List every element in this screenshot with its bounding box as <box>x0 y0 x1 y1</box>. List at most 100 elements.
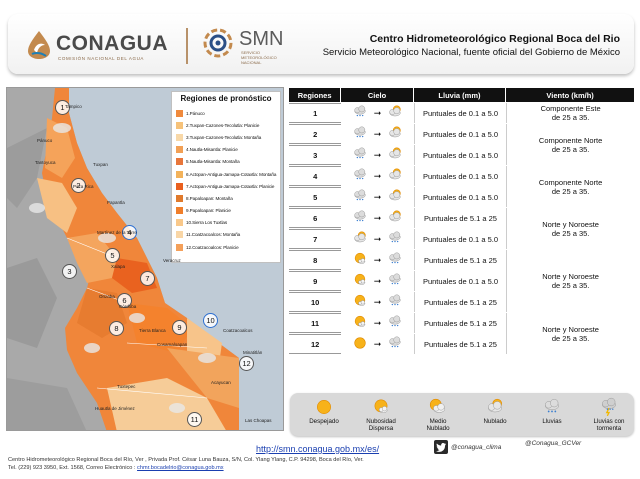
twitter-gcver[interactable]: @Conagua_GCVer <box>522 440 581 447</box>
header-sky: Cielo <box>341 88 414 102</box>
city-label: Huautla de Jiménez <box>95 406 135 411</box>
region-cell: 8 <box>289 250 342 270</box>
sky-cell: ➞ <box>341 208 413 228</box>
forecast-row: 1 ➞ Puntuales de 0.1 a 5.0 Componente Est… <box>289 103 634 123</box>
sky-legend-label-line: Lluvias con <box>593 418 625 425</box>
forecast-row: 4 ➞ Puntuales de 0.1 a 5.0 Componente Nor… <box>289 166 634 207</box>
twitter-clima[interactable]: @conagua_clima <box>434 440 501 454</box>
conagua-name: CONAGUA <box>56 32 168 55</box>
sky-cell: ➞ <box>341 271 413 291</box>
arrow-icon: ➞ <box>373 107 382 118</box>
smn-website-link[interactable]: http://smn.conagua.gob.mx/es/ <box>256 444 380 454</box>
wind-speed: de 25 a 35. <box>551 228 590 238</box>
lluvias-icon <box>349 146 371 164</box>
sky-legend-label: Lluvias con tormenta <box>581 418 637 432</box>
city-label: Minatitlán <box>243 350 263 355</box>
legend-label: 9.Papaloapan: Planicie <box>186 208 231 214</box>
sky-cell: ➞ <box>341 313 413 333</box>
sky-legend-label-line: Dispersa <box>368 425 394 432</box>
city-label: Tantoyuca <box>35 160 56 165</box>
despejado-icon <box>296 397 352 417</box>
legend-label: 2.Tuxpan-Cazones-Tecolutla: Planicie <box>186 122 260 128</box>
city-label: Papantla <box>107 200 125 205</box>
city-label: Veracruz <box>163 258 181 263</box>
legend-swatch <box>176 207 183 215</box>
footer-line-1: Centro Hidrometeorológico Regional Boca … <box>8 457 364 463</box>
wind-cell: Norte y Noroeste de 25 a 35. <box>506 250 634 312</box>
wind-cell: Componente Norte de 25 a 35. <box>506 166 634 207</box>
legend-label: 10.Sierra Los Tuxtlas <box>186 220 228 226</box>
region-cell: 6 <box>289 208 342 228</box>
region-marker-1: 1 <box>55 100 70 115</box>
lluvias-icon <box>349 104 371 122</box>
nubosidad-icon <box>349 272 371 290</box>
legend-swatch <box>176 219 183 227</box>
sky-cell: ➞ <box>341 103 413 123</box>
sky-legend-item: Lluvias con tormenta <box>581 397 637 432</box>
legend-label: 3.Tuxpan-Cazones-Tecolutla: Montaña <box>186 134 262 140</box>
lluvias-icon <box>524 397 580 417</box>
rain-cell: Puntuales de 0.1 a 5.0 <box>413 103 507 123</box>
region-cell: 9 <box>289 271 342 291</box>
city-label: Poza Rica <box>73 184 94 189</box>
legend-item: 11.Coatzacoalcos: Montaña <box>176 229 276 241</box>
twitter-icon <box>434 440 448 454</box>
header-regions: Regiones <box>289 88 342 102</box>
forecast-row: 10 ➞ Puntuales de 5.1 a 25 <box>289 292 634 312</box>
twitter-handle-gcver: @Conagua_GCVer <box>525 440 582 447</box>
sky-legend-label-line: Lluvias <box>542 418 562 425</box>
tormenta-icon <box>581 397 637 417</box>
city-label: Orizaba <box>99 294 115 299</box>
nubosidad-icon <box>353 397 409 417</box>
rain-cell: Puntuales de 5.1 a 25 <box>413 292 507 312</box>
sky-cell: ➞ <box>341 124 413 144</box>
sky-legend-item: Nubosidad Dispersa <box>353 397 409 432</box>
arrow-icon: ➞ <box>373 149 382 160</box>
sky-cell: ➞ <box>341 145 413 165</box>
region-marker-5: 5 <box>105 248 120 263</box>
sky-cell: ➞ <box>341 292 413 312</box>
legend-item: 8.Papaloapan: Montaña <box>176 192 276 204</box>
rain-cell: Puntuales de 0.1 a 5.0 <box>413 271 507 291</box>
lluvias-icon <box>349 125 371 143</box>
rain-cell: Puntuales de 0.1 a 5.0 <box>413 124 507 144</box>
nubosidad-icon <box>349 293 371 311</box>
forecast-row: 5 ➞ Puntuales de 0.1 a 5.0 <box>289 187 634 207</box>
forecast-row: 11 ➞ Puntuales de 5.1 a 25 Norte y Noroes… <box>289 313 634 354</box>
region-marker-11: 11 <box>187 412 202 427</box>
sky-legend-label: Nublado <box>467 418 523 425</box>
forecast-row: 9 ➞ Puntuales de 0.1 a 5.0 <box>289 271 634 291</box>
footer-phone: Tel. (229) 923 3950, Ext. 1568, Correo E… <box>8 465 138 471</box>
footer-address: Centro Hidrometeorológico Regional Boca … <box>8 456 364 472</box>
legend-item: 10.Sierra Los Tuxtlas <box>176 217 276 229</box>
wind-direction: Norte y Noroeste <box>542 272 599 281</box>
legend-item: 6.Actopan-Antigua-Jamapa-Cotaxtla: Monta… <box>176 168 276 180</box>
region-marker-10: 10 <box>203 313 218 328</box>
wind-direction: Norte y Noroeste <box>542 324 599 334</box>
sky-legend-label: Despejado <box>296 418 352 425</box>
wind-direction: Norte y Noroeste <box>542 219 599 229</box>
city-label: Coatzacoalcos <box>223 328 253 333</box>
footer-email-link[interactable]: chmr.bocadelrio@conagua.gob.mx <box>137 465 224 471</box>
rain-cell: Puntuales de 5.1 a 25 <box>413 313 507 333</box>
legend-label: 7.Actopan-Antigua-Jamapa-Cotaxtla: Plani… <box>186 183 275 189</box>
despejado-icon <box>349 335 371 353</box>
arrow-icon: ➞ <box>373 317 382 328</box>
region-cell: 4 <box>289 166 342 186</box>
wind-cell: Norte y Noroeste de 25 a 35. <box>506 208 634 249</box>
arrow-icon: ➞ <box>373 212 382 223</box>
legend-label: 5.Nautla-Misantla: Montaña <box>186 159 240 165</box>
wind-speed: de 25 a 35. <box>551 333 590 343</box>
smn-logo[interactable]: SMN SERVICIO METEOROLÓGICO NACIONAL <box>201 24 311 65</box>
wind-speed: de 25 a 35. <box>551 144 590 154</box>
legend-title: Regiones de pronóstico <box>180 94 272 103</box>
page-title: Centro Hidrometeorológico Regional Boca … <box>369 33 620 45</box>
nublado-icon <box>384 209 406 227</box>
smn-subtitle: SERVICIO METEOROLÓGICO NACIONAL <box>241 50 277 65</box>
forecast-row: 2 ➞ Puntuales de 0.1 a 5.0 Componente Nor… <box>289 124 634 165</box>
forecast-row: 8 ➞ Puntuales de 5.1 a 25 Norte y Noroest… <box>289 250 634 312</box>
conagua-logo[interactable]: CONAGUA COMISIÓN NACIONAL DEL AGUA <box>26 26 176 66</box>
wind-direction: Componente Este <box>540 104 601 113</box>
lluvias-icon <box>384 230 406 248</box>
legend-swatch <box>176 194 183 202</box>
